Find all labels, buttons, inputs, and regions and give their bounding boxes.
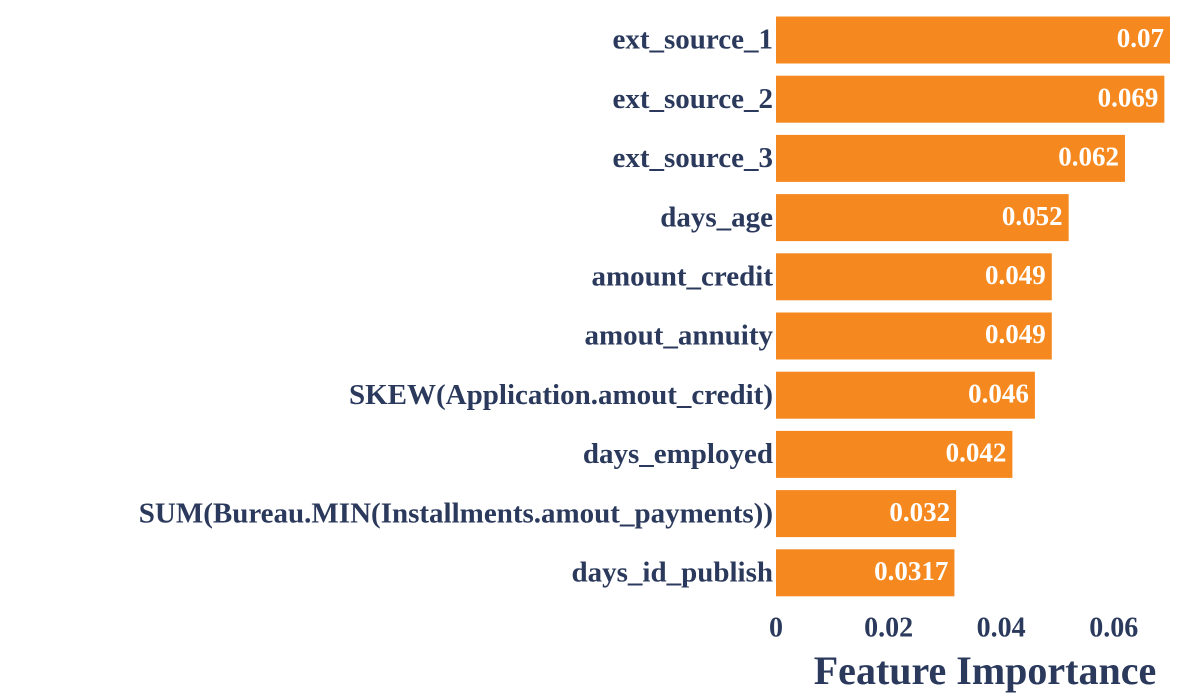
value-label: 0.069	[1098, 82, 1159, 112]
y-tick-label: SUM(Bureau.MIN(Installments.amout_paymen…	[139, 497, 773, 529]
bar	[776, 194, 1069, 242]
value-label: 0.042	[946, 438, 1007, 468]
y-tick-label: days_id_publish	[571, 556, 773, 588]
bar	[776, 253, 1052, 301]
value-label: 0.046	[968, 378, 1029, 408]
y-tick-label: days_age	[660, 201, 773, 233]
bar	[776, 371, 1035, 419]
value-label: 0.062	[1058, 142, 1119, 172]
x-axis-title: Feature Importance	[814, 648, 1157, 693]
value-label: 0.049	[985, 319, 1046, 349]
y-tick-label: days_employed	[583, 438, 773, 470]
y-tick-label: amount_credit	[591, 260, 773, 292]
bar	[776, 134, 1125, 182]
x-tick-label: 0.04	[977, 612, 1026, 643]
bar	[776, 75, 1165, 123]
y-tick-label: ext_source_3	[612, 142, 773, 174]
y-tick-label: amout_annuity	[584, 320, 773, 352]
value-label: 0.032	[889, 497, 950, 527]
value-label: 0.052	[1002, 201, 1063, 231]
y-tick-label: ext_source_1	[612, 24, 773, 56]
bar	[776, 16, 1170, 64]
value-label: 0.049	[985, 260, 1046, 290]
bar	[776, 490, 957, 538]
y-tick-label: ext_source_2	[612, 83, 773, 115]
value-label: 0.0317	[874, 556, 948, 586]
bar	[776, 549, 955, 597]
x-tick-label: 0	[769, 612, 783, 643]
bar	[776, 312, 1052, 360]
x-tick-label: 0.06	[1089, 612, 1138, 643]
x-tick-label: 0.02	[864, 612, 913, 643]
y-tick-label: SKEW(Application.amout_credit)	[349, 379, 773, 411]
value-label: 0.07	[1117, 23, 1164, 53]
bar	[776, 430, 1013, 478]
